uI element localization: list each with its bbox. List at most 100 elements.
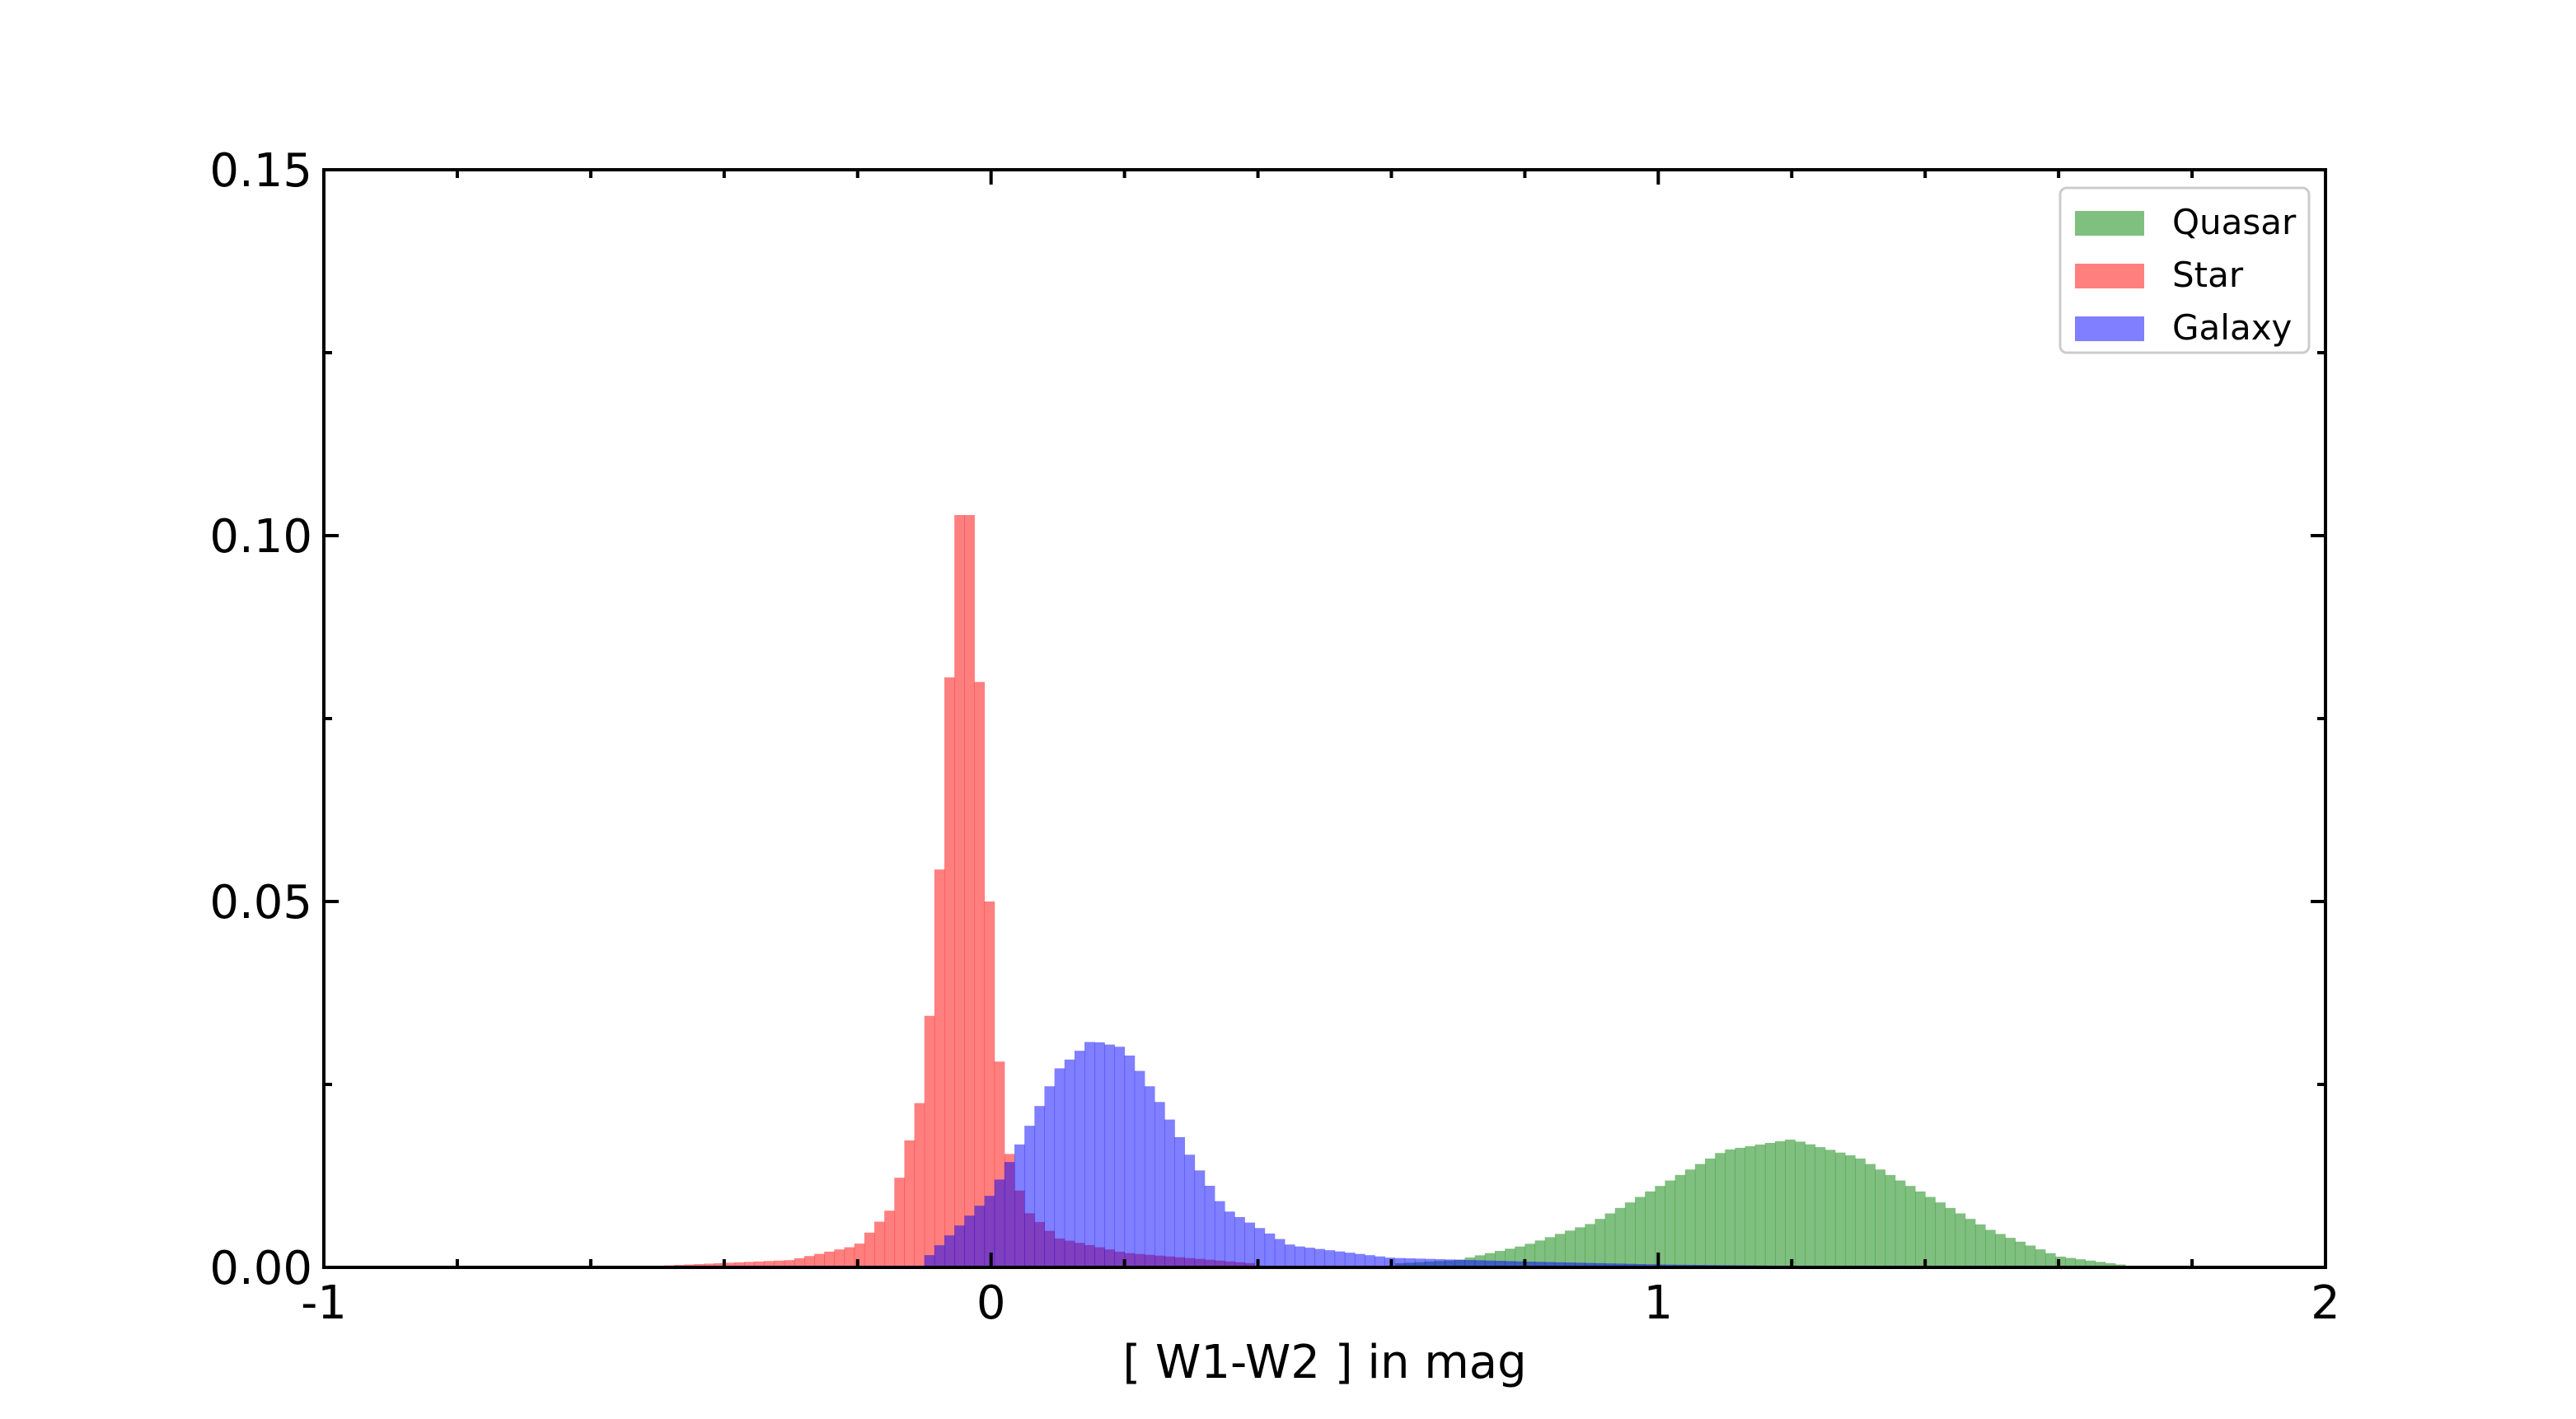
histogram-bar — [1604, 1213, 1616, 1267]
histogram-bar — [1865, 1164, 1876, 1267]
histogram-bar — [1705, 1158, 1716, 1267]
histogram-bar — [1074, 1051, 1085, 1267]
histogram-bar — [1824, 1150, 1836, 1267]
histogram-bar — [1904, 1186, 1916, 1267]
histogram-bar — [2105, 1262, 2116, 1267]
histogram-bar — [1515, 1261, 1525, 1267]
histogram-bar — [934, 869, 945, 1267]
histogram-bar — [1564, 1262, 1576, 1267]
histogram-bar — [1494, 1261, 1506, 1267]
histogram-bar — [1595, 1262, 1606, 1267]
histogram-bar — [1414, 1258, 1426, 1267]
histogram-bar — [714, 1262, 725, 1267]
histogram-bar — [1645, 1191, 1656, 1267]
series-quasar — [1394, 1139, 2126, 1268]
histogram-bar — [1974, 1224, 1986, 1267]
histogram-bar — [1585, 1262, 1595, 1267]
x-tick-label: 2 — [2311, 1276, 2340, 1330]
x-tick-label: 1 — [1644, 1276, 1674, 1330]
histogram-bar — [1575, 1227, 1585, 1267]
histogram-bar — [1655, 1186, 1665, 1267]
histogram-bar — [2035, 1249, 2046, 1267]
y-tick-label: 0.10 — [209, 510, 312, 564]
histogram-bar — [794, 1257, 805, 1267]
histogram-bar — [733, 1262, 745, 1267]
histogram-bar — [2065, 1257, 2076, 1267]
histogram-bar — [1715, 1153, 1726, 1267]
histogram-bar — [1334, 1251, 1346, 1267]
histogram-bar — [1624, 1202, 1636, 1267]
histogram-bar — [1155, 1102, 1165, 1267]
histogram-bar — [1505, 1261, 1515, 1267]
histogram-bar — [1244, 1222, 1255, 1267]
histogram-bar — [2044, 1253, 2056, 1267]
histogram-bar — [1725, 1149, 1735, 1267]
histogram-bar — [2005, 1238, 2016, 1267]
histogram-bar — [764, 1261, 775, 1267]
histogram-bar — [1554, 1262, 1566, 1267]
histogram-bar — [934, 1245, 945, 1267]
histogram-bar — [2085, 1260, 2096, 1267]
histogram-bar — [1635, 1197, 1646, 1267]
histogram-bar — [1795, 1141, 1806, 1268]
histogram-bar — [1474, 1260, 1486, 1267]
histogram-bar — [744, 1262, 755, 1267]
axis-tick-labels: -1 0 1 2 0.00 0.05 0.10 0.15 — [209, 144, 2340, 1330]
histogram-bar — [1745, 1145, 1756, 1267]
histogram-bar — [1274, 1239, 1286, 1267]
histogram-bar — [914, 1103, 925, 1267]
histogram-bar — [1324, 1250, 1336, 1267]
histogram-bar — [854, 1243, 865, 1267]
histogram-bar — [1965, 1219, 1976, 1267]
histogram-bar — [1585, 1224, 1595, 1267]
histogram-bar — [1665, 1180, 1676, 1267]
histogram-bar — [1735, 1147, 1746, 1267]
histogram-bar — [1194, 1170, 1206, 1267]
histogram-bar — [1945, 1207, 1956, 1267]
histogram-bar — [1834, 1152, 1846, 1267]
histogram-bar — [1815, 1147, 1826, 1267]
histogram-bar — [1375, 1256, 1385, 1267]
histogram-bar — [944, 677, 955, 1267]
histogram-bar — [1314, 1248, 1325, 1267]
histogram-bar — [1225, 1211, 1235, 1267]
histogram-bar — [1164, 1119, 1175, 1267]
histogram-bar — [1674, 1174, 1686, 1267]
histogram-bar — [1915, 1191, 1926, 1267]
histogram-bar — [1785, 1139, 1796, 1267]
histogram-bar — [964, 1215, 975, 1267]
histogram-bar — [1575, 1262, 1585, 1267]
histogram-bar — [954, 515, 965, 1267]
histogram-bar — [844, 1247, 855, 1267]
histogram-bar — [1184, 1154, 1196, 1267]
histogram-bar — [724, 1262, 735, 1267]
histogram-bar — [1985, 1229, 1996, 1267]
histogram-bar — [784, 1260, 795, 1267]
legend-label-quasar: Quasar — [2172, 202, 2297, 242]
histogram-bar — [1084, 1042, 1095, 1267]
histogram-bar — [1394, 1257, 1406, 1267]
histogram-bar — [954, 1225, 965, 1267]
histogram-bar — [1754, 1144, 1766, 1267]
histogram-bar — [1875, 1169, 1886, 1267]
histogram-bar — [944, 1235, 955, 1267]
histogram-bar — [1764, 1142, 1776, 1267]
histogram-bar — [1775, 1140, 1786, 1267]
histogram-bar — [1544, 1262, 1556, 1267]
histogram-bar — [1014, 1144, 1025, 1267]
legend-swatch-galaxy — [2075, 316, 2144, 341]
histogram-bar — [904, 1140, 916, 1267]
histogram-bar — [1464, 1260, 1476, 1267]
histogram-bar — [1214, 1201, 1225, 1267]
x-tick-label: 0 — [977, 1276, 1006, 1330]
histogram-bar — [1564, 1230, 1576, 1267]
histogram-bar — [1204, 1185, 1215, 1267]
histogram-bar — [924, 1255, 935, 1267]
histogram-bar — [894, 1178, 905, 1267]
x-tick-label: -1 — [301, 1276, 347, 1330]
histogram-bar — [1845, 1155, 1856, 1267]
histogram-bar — [1614, 1263, 1626, 1267]
histogram-bar — [974, 681, 986, 1267]
histogram-bar — [1024, 1126, 1035, 1267]
